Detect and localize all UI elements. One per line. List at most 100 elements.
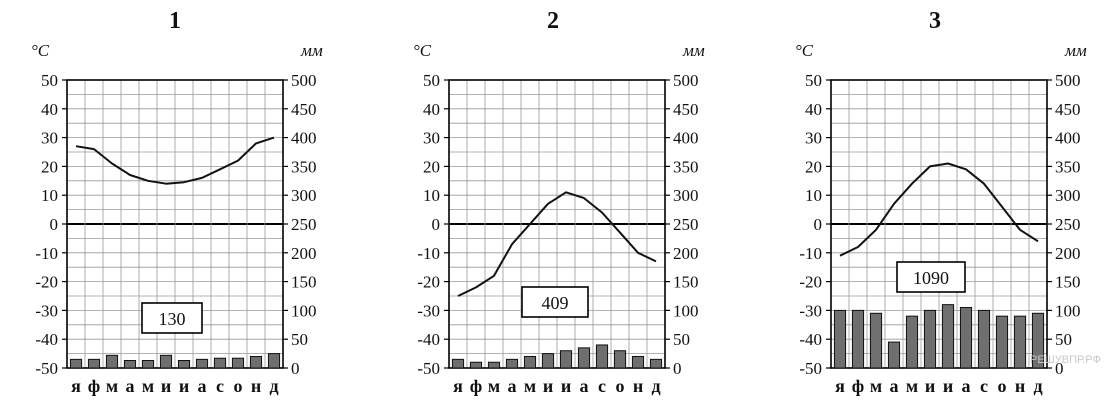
left-tick-label: 50 [805,71,822,90]
precipitation-bar [213,357,227,369]
month-label: м [106,376,118,396]
precipitation-bar [869,312,883,369]
right-tick-label: 400 [291,129,317,148]
left-tick-label: 40 [805,100,822,119]
month-label: и [925,376,935,396]
precipitation-bar [833,309,847,369]
right-unit-label: мм [1064,41,1087,60]
precipitation-bar [977,309,991,369]
precipitation-bar [231,357,245,369]
right-tick-label: 400 [1055,129,1081,148]
month-label: с [216,376,224,396]
chart-title: 3 [929,8,941,34]
right-tick-label: 0 [1055,359,1064,378]
precipitation-bar [141,360,155,369]
month-label: я [71,376,81,396]
left-tick-label: 20 [423,157,440,176]
month-label: н [1015,376,1025,396]
right-tick-label: 500 [673,71,699,90]
month-label: а [126,376,135,396]
left-tick-label: -20 [799,273,822,292]
right-tick-label: 450 [673,100,699,119]
annual-precipitation-value: 130 [159,309,186,329]
precipitation-bar [613,350,627,369]
month-label: и [943,376,953,396]
precipitation-bar [631,355,645,369]
month-label: ф [470,376,482,396]
left-tick-label: 20 [805,157,822,176]
left-unit-label: °C [31,41,50,60]
right-tick-label: 200 [1055,244,1081,263]
precipitation-bar [105,354,119,369]
precipitation-bar [159,354,173,369]
month-label: и [543,376,553,396]
left-tick-label: -30 [799,301,822,320]
precipitation-bar [195,358,209,369]
left-tick-label: 40 [423,100,440,119]
left-tick-label: -50 [35,359,58,378]
month-label: я [453,376,463,396]
month-label: о [616,376,625,396]
month-label: и [561,376,571,396]
temperature-line [839,162,1039,257]
precipitation-bar [177,360,191,369]
precipitation-bar [69,358,83,369]
chart-title: 1 [169,8,181,34]
left-tick-label: -10 [35,244,58,263]
right-tick-label: 200 [673,244,699,263]
annual-precipitation-box [141,302,203,334]
right-tick-label: 0 [291,359,300,378]
left-unit-label: °C [413,41,432,60]
left-tick-label: 30 [805,129,822,148]
precipitation-bar [487,361,501,369]
month-label: ф [852,376,864,396]
month-label: м [906,376,918,396]
precipitation-bar [541,353,555,369]
precipitation-bar [851,309,865,369]
month-label: д [651,376,660,396]
left-tick-label: 0 [432,215,441,234]
precipitation-bar [905,315,919,369]
precipitation-bar [267,353,281,369]
month-label: м [142,376,154,396]
right-tick-label: 300 [673,186,699,205]
right-tick-label: 150 [673,273,699,292]
month-label: а [508,376,517,396]
precipitation-bar [1013,315,1027,369]
precipitation-bar [595,344,609,369]
right-tick-label: 0 [673,359,682,378]
right-tick-label: 100 [1055,301,1081,320]
precipitation-bar [505,358,519,369]
left-tick-label: 10 [41,186,58,205]
month-label: н [633,376,643,396]
left-tick-label: -30 [417,301,440,320]
left-tick-label: -50 [799,359,822,378]
right-tick-label: 50 [1055,330,1072,349]
month-label: а [580,376,589,396]
month-label: а [962,376,971,396]
left-tick-label: -40 [35,330,58,349]
watermark: РЕШУВПР.РФ [1030,354,1101,366]
precipitation-bar [469,361,483,369]
right-tick-label: 300 [291,186,317,205]
right-tick-label: 450 [291,100,317,119]
right-unit-label: мм [682,41,705,60]
precipitation-bar [995,315,1009,369]
annual-precipitation-box [896,261,966,293]
precipitation-bar [523,355,537,369]
month-label: м [870,376,882,396]
left-tick-label: -20 [417,273,440,292]
temperature-line [75,136,275,185]
left-tick-label: -30 [35,301,58,320]
right-tick-label: 250 [291,215,317,234]
left-tick-label: -40 [799,330,822,349]
right-tick-label: 300 [1055,186,1081,205]
right-tick-label: 100 [673,301,699,320]
month-label: ф [88,376,100,396]
left-tick-label: 50 [423,71,440,90]
left-tick-label: 40 [41,100,58,119]
month-label: о [234,376,243,396]
left-tick-label: -10 [799,244,822,263]
precipitation-bar [577,347,591,369]
left-tick-label: -40 [417,330,440,349]
